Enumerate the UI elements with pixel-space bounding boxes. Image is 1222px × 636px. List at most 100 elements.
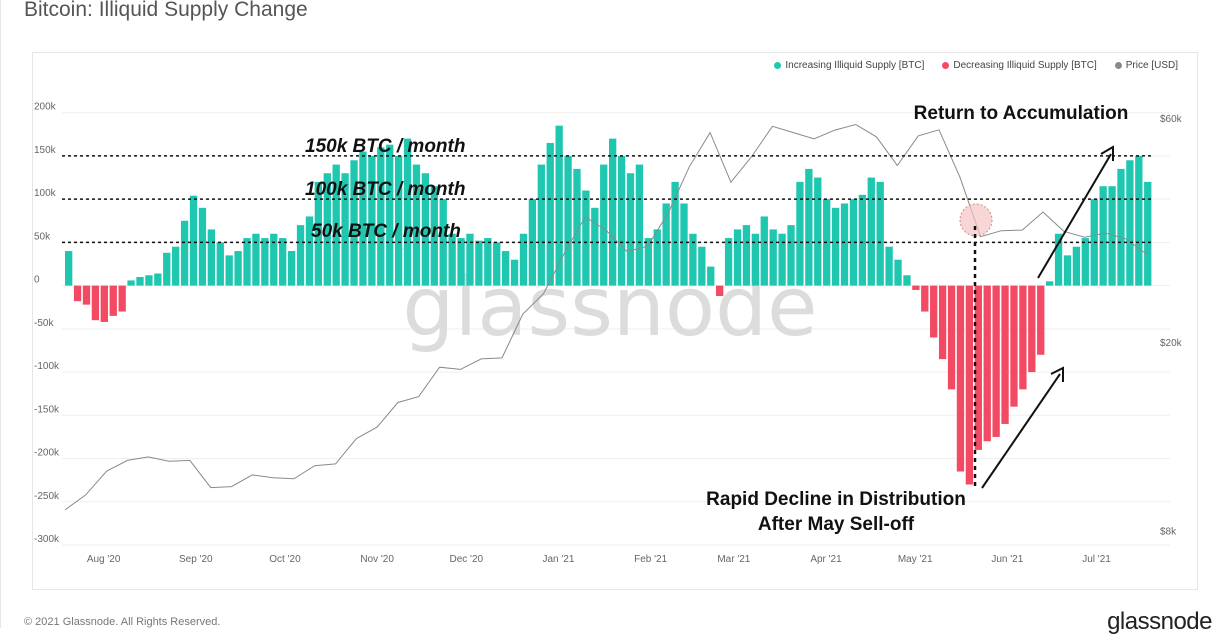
y-axis-left: 200k 150k 100k 50k 0 -50k -100k -150k -200k -250k… bbox=[34, 102, 60, 545]
bar-increase bbox=[386, 144, 394, 286]
bar-increase bbox=[172, 246, 180, 286]
page-border bbox=[0, 0, 1, 628]
bar-increase bbox=[555, 125, 563, 286]
bar-increase bbox=[1099, 186, 1107, 286]
bar-increase bbox=[546, 142, 554, 286]
bar-increase bbox=[769, 229, 777, 286]
bar-decrease bbox=[921, 285, 929, 312]
legend-increasing[interactable]: Increasing Illiquid Supply [BTC] bbox=[774, 60, 924, 71]
bar-increase bbox=[814, 177, 822, 286]
x-tick-label: Sep '20 bbox=[179, 554, 213, 565]
bar-increase bbox=[510, 259, 519, 286]
bar-increase bbox=[698, 246, 706, 286]
y-axis-right: $60k $20k $8k bbox=[1160, 114, 1183, 538]
bar-increase bbox=[796, 181, 804, 286]
bar-increase bbox=[261, 238, 269, 286]
bar-increase bbox=[582, 190, 590, 286]
bar-increase bbox=[867, 177, 875, 286]
bar-increase bbox=[831, 207, 840, 286]
bar-increase bbox=[189, 195, 198, 286]
y-tick-label: -300k bbox=[34, 534, 60, 545]
bar-increase bbox=[163, 252, 171, 286]
bar-decrease bbox=[716, 285, 724, 296]
bar-increase bbox=[609, 138, 617, 286]
bar-increase bbox=[430, 186, 438, 286]
bar-increase bbox=[279, 238, 287, 286]
bar-increase bbox=[840, 203, 849, 286]
legend-dot-icon bbox=[942, 62, 950, 69]
bar-increase bbox=[573, 168, 581, 286]
y-tick-label: -100k bbox=[34, 361, 60, 372]
ref-label-150k: 150k BTC / month bbox=[305, 136, 465, 157]
bar-increase bbox=[216, 242, 224, 286]
bar-increase bbox=[439, 199, 447, 286]
bar-increase bbox=[198, 207, 207, 286]
bar-increase bbox=[475, 240, 483, 286]
y-tick-label: -150k bbox=[34, 404, 60, 415]
bar-increase bbox=[466, 233, 474, 286]
bar-increase bbox=[564, 155, 572, 286]
bar-increase bbox=[1045, 281, 1054, 286]
y-tick-label: 200k bbox=[34, 102, 57, 113]
glassnode-logo: glassnode bbox=[1107, 608, 1212, 635]
x-tick-label: Nov '20 bbox=[360, 554, 394, 565]
bar-increase bbox=[127, 280, 135, 286]
bar-decrease bbox=[956, 285, 965, 472]
legend-decreasing[interactable]: Decreasing Illiquid Supply [BTC] bbox=[942, 60, 1097, 71]
x-tick-label: Jun '21 bbox=[991, 554, 1023, 565]
bar-increase bbox=[778, 233, 786, 286]
bar-increase bbox=[225, 255, 233, 286]
bar-decrease bbox=[100, 285, 108, 322]
x-tick-label: Oct '20 bbox=[269, 554, 301, 565]
bar-increase bbox=[760, 216, 768, 286]
legend-dot-icon bbox=[1114, 62, 1122, 69]
bar-decrease bbox=[1028, 285, 1036, 373]
reference-lines bbox=[62, 155, 1153, 244]
legend-price[interactable]: Price [USD] bbox=[1114, 60, 1178, 71]
bar-decrease bbox=[938, 285, 947, 360]
bar-increase bbox=[1126, 160, 1134, 286]
copyright: © 2021 Glassnode. All Rights Reserved. bbox=[24, 616, 221, 628]
bar-increase bbox=[403, 138, 412, 286]
y-right-tick-label: $20k bbox=[1160, 338, 1183, 349]
bar-increase bbox=[457, 238, 465, 286]
y-right-tick-label: $8k bbox=[1160, 527, 1177, 538]
bar-increase bbox=[270, 233, 278, 286]
bar-increase bbox=[252, 233, 260, 286]
bar-increase bbox=[644, 238, 652, 286]
bar-increase bbox=[724, 238, 733, 286]
bar-increase bbox=[332, 164, 340, 286]
x-tick-label: Jul '21 bbox=[1082, 554, 1111, 565]
x-tick-label: Feb '21 bbox=[634, 554, 667, 565]
ref-label-50k: 50k BTC / month bbox=[311, 221, 461, 242]
bar-decrease bbox=[930, 285, 938, 338]
bar-increase bbox=[885, 246, 893, 286]
bar-increase bbox=[314, 181, 323, 286]
bar-increase bbox=[394, 155, 403, 286]
arrow-distribution bbox=[981, 373, 1061, 489]
bar-increase bbox=[243, 238, 251, 286]
y-tick-label: -50k bbox=[34, 318, 54, 329]
bar-increase bbox=[519, 233, 528, 286]
bar-decrease bbox=[965, 285, 974, 485]
bar-decrease bbox=[1037, 285, 1045, 355]
bar-increase bbox=[600, 164, 608, 286]
bar-increase bbox=[662, 203, 670, 286]
bar-increase bbox=[368, 155, 376, 286]
bar-increase bbox=[296, 225, 305, 286]
bar-increase bbox=[412, 164, 421, 286]
bar-decrease bbox=[73, 285, 82, 302]
bar-increase bbox=[359, 151, 367, 286]
bar-decrease bbox=[1010, 285, 1018, 407]
y-tick-label: 100k bbox=[34, 188, 57, 199]
y-tick-label: -200k bbox=[34, 448, 60, 459]
legend-label: Increasing Illiquid Supply [BTC] bbox=[785, 60, 925, 71]
bar-increase bbox=[180, 220, 189, 286]
y-tick-label: 0 bbox=[34, 275, 40, 286]
bar-increase bbox=[501, 251, 510, 286]
bar-decrease bbox=[992, 285, 1000, 437]
annotation-return: Return to Accumulation bbox=[914, 103, 1129, 124]
bar-increase bbox=[1144, 181, 1152, 286]
bar-increase bbox=[1135, 155, 1143, 286]
